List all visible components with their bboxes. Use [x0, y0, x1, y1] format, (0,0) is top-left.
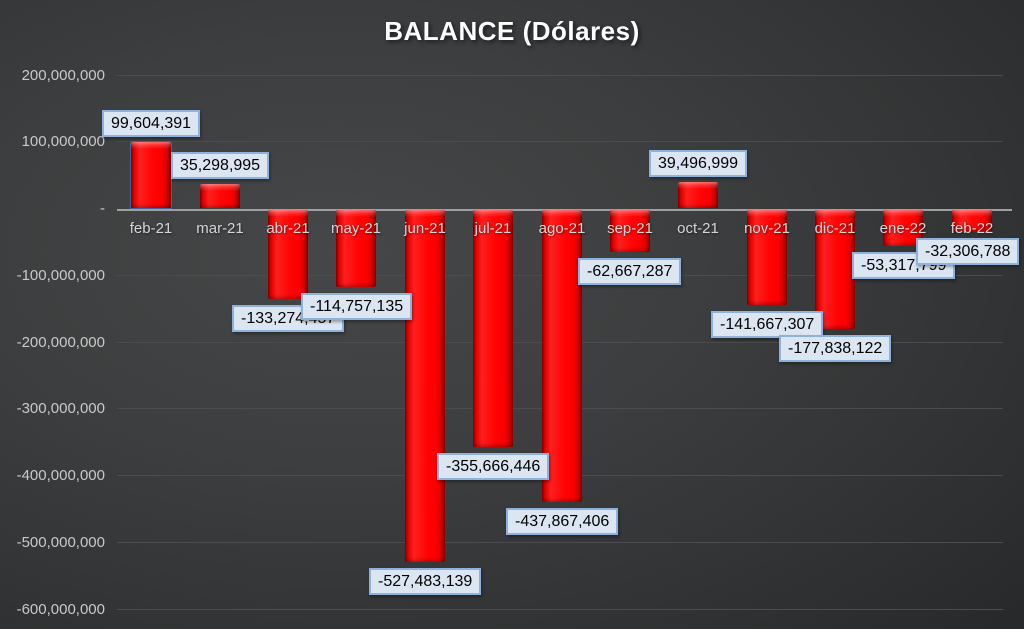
y-axis-tick-label: -100,000,000: [16, 267, 105, 284]
x-axis-label-oct-21: oct-21: [677, 220, 719, 237]
bar-feb-21: [131, 142, 171, 208]
y-axis-tick-label: -400,000,000: [16, 467, 105, 484]
y-axis-tick-label: -600,000,000: [16, 601, 105, 618]
data-label-ago-21: -437,867,406: [506, 508, 619, 535]
gridline: [117, 141, 1003, 142]
x-axis-label-feb-21: feb-21: [129, 220, 173, 237]
gridline: [117, 75, 1003, 76]
data-label-nov-21: -141,667,307: [711, 311, 824, 338]
bar-abr-21: [268, 210, 308, 299]
x-axis-label-sep-21: sep-21: [607, 220, 653, 237]
y-axis-tick-label: 200,000,000: [21, 67, 105, 84]
data-label-oct-21: 39,496,999: [649, 150, 748, 177]
bar-may-21: [336, 210, 376, 287]
data-label-jun-21: -527,483,139: [369, 568, 482, 595]
x-axis-label-feb-22: feb-22: [950, 220, 994, 237]
y-axis-tick-label: 100,000,000: [21, 133, 105, 150]
data-label-jul-21: -355,666,446: [437, 453, 550, 480]
data-label-may-21: -114,757,135: [301, 293, 413, 320]
bar-sep-21: [610, 210, 650, 252]
bar-feb-22: [952, 210, 992, 232]
y-axis-tick-label: -200,000,000: [16, 334, 105, 351]
x-axis-label-ene-22: ene-22: [879, 220, 927, 237]
y-axis-tick-label: -300,000,000: [16, 400, 105, 417]
y-axis-tick-label: -500,000,000: [16, 534, 105, 551]
x-axis-label-jun-21: jun-21: [404, 220, 446, 237]
gridline: [117, 609, 1003, 610]
y-axis-tick-label: -: [100, 200, 105, 217]
x-axis-label-ago-21: ago-21: [538, 220, 586, 237]
data-label-dic-21: -177,838,122: [779, 335, 892, 362]
x-axis-label-abr-21: abr-21: [266, 220, 310, 237]
bar-mar-21: [200, 184, 240, 208]
bar-jun-21: [405, 210, 445, 562]
bar-jul-21: [473, 210, 513, 447]
data-label-feb-21: 99,604,391: [102, 110, 201, 137]
data-label-mar-21: 35,298,995: [171, 152, 270, 179]
bar-nov-21: [747, 210, 787, 305]
bar-dic-21: [815, 210, 855, 329]
x-axis-label-nov-21: nov-21: [744, 220, 790, 237]
data-label-sep-21: -62,667,287: [578, 258, 682, 285]
x-axis-label-dic-21: dic-21: [814, 220, 856, 237]
x-axis-label-mar-21: mar-21: [196, 220, 244, 237]
data-label-feb-22: -32,306,788: [916, 238, 1020, 265]
x-axis-label-jul-21: jul-21: [474, 220, 512, 237]
x-axis-label-may-21: may-21: [330, 220, 382, 237]
chart-title: BALANCE (Dólares): [384, 16, 640, 46]
gridline: [117, 542, 1003, 543]
bar-oct-21: [678, 182, 718, 208]
